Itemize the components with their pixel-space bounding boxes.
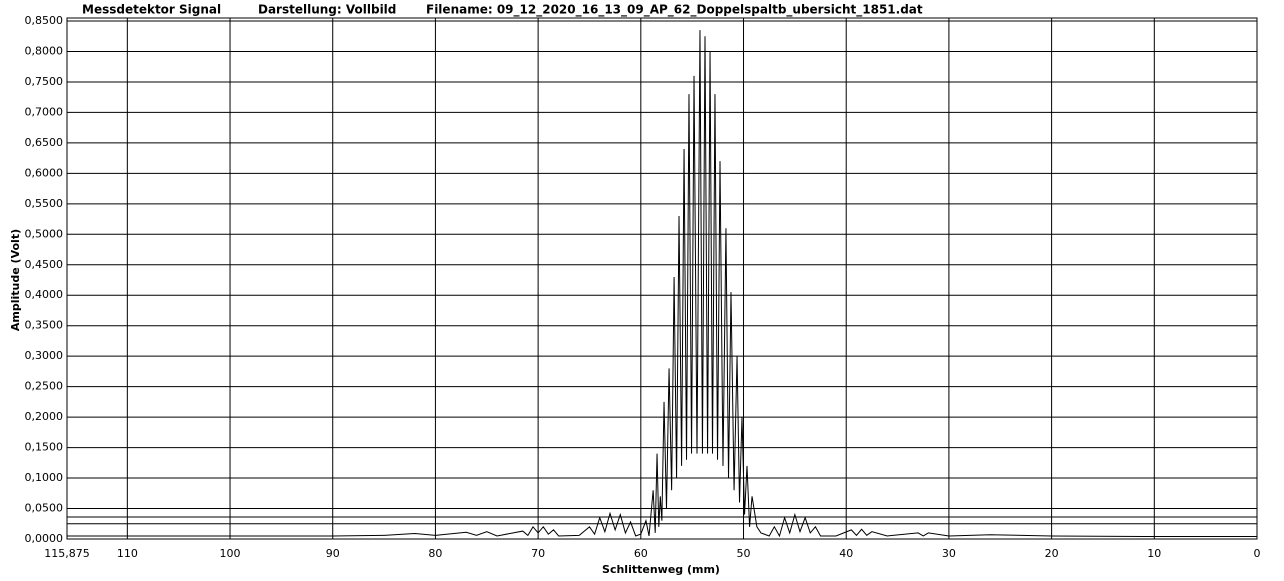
y-tick-label: 0,2000 — [25, 410, 64, 423]
y-tick-label: 0,3500 — [25, 319, 64, 332]
y-tick-label: 0,1500 — [25, 441, 64, 454]
y-tick-label: 0,6500 — [25, 136, 64, 149]
x-tick-label: 40 — [839, 547, 853, 560]
x-tick-label: 20 — [1045, 547, 1059, 560]
y-tick-label: 0,4000 — [25, 288, 64, 301]
signal-line — [67, 30, 1257, 538]
y-tick-label: 0,3000 — [25, 349, 64, 362]
x-tick-label: 100 — [220, 547, 241, 560]
x-tick-label: 80 — [428, 547, 442, 560]
x-tick-label: 60 — [634, 547, 648, 560]
y-tick-label: 0,0000 — [25, 532, 64, 545]
y-tick-label: 0,1000 — [25, 471, 64, 484]
y-tick-label: 0,7500 — [25, 75, 64, 88]
x-tick-label: 110 — [117, 547, 138, 560]
y-tick-label: 0,5500 — [25, 197, 64, 210]
x-tick-label: 10 — [1147, 547, 1161, 560]
y-tick-label: 0,6000 — [25, 166, 64, 179]
x-tick-label: 115,875 — [44, 547, 90, 560]
x-tick-label: 30 — [942, 547, 956, 560]
x-tick-label: 0 — [1254, 547, 1261, 560]
x-tick-label: 50 — [737, 547, 751, 560]
x-tick-label: 70 — [531, 547, 545, 560]
y-tick-label: 0,7000 — [25, 105, 64, 118]
y-tick-label: 0,4500 — [25, 258, 64, 271]
x-axis-label: Schlittenweg (mm) — [602, 563, 720, 576]
chart-title: Messdetektor Signal — [82, 3, 221, 17]
y-tick-label: 0,8500 — [25, 14, 64, 27]
filename: Filename: 09_12_2020_16_13_09_AP_62_Dopp… — [426, 3, 923, 18]
y-tick-label: 0,0500 — [25, 502, 64, 515]
y-axis-label: Amplitude (Volt) — [9, 229, 22, 331]
x-tick-label: 90 — [326, 547, 340, 560]
y-tick-label: 0,2500 — [25, 380, 64, 393]
y-tick-label: 0,8000 — [25, 44, 64, 57]
y-tick-label: 0,5000 — [25, 227, 64, 240]
chart-subtitle: Darstellung: Vollbild — [258, 3, 396, 17]
